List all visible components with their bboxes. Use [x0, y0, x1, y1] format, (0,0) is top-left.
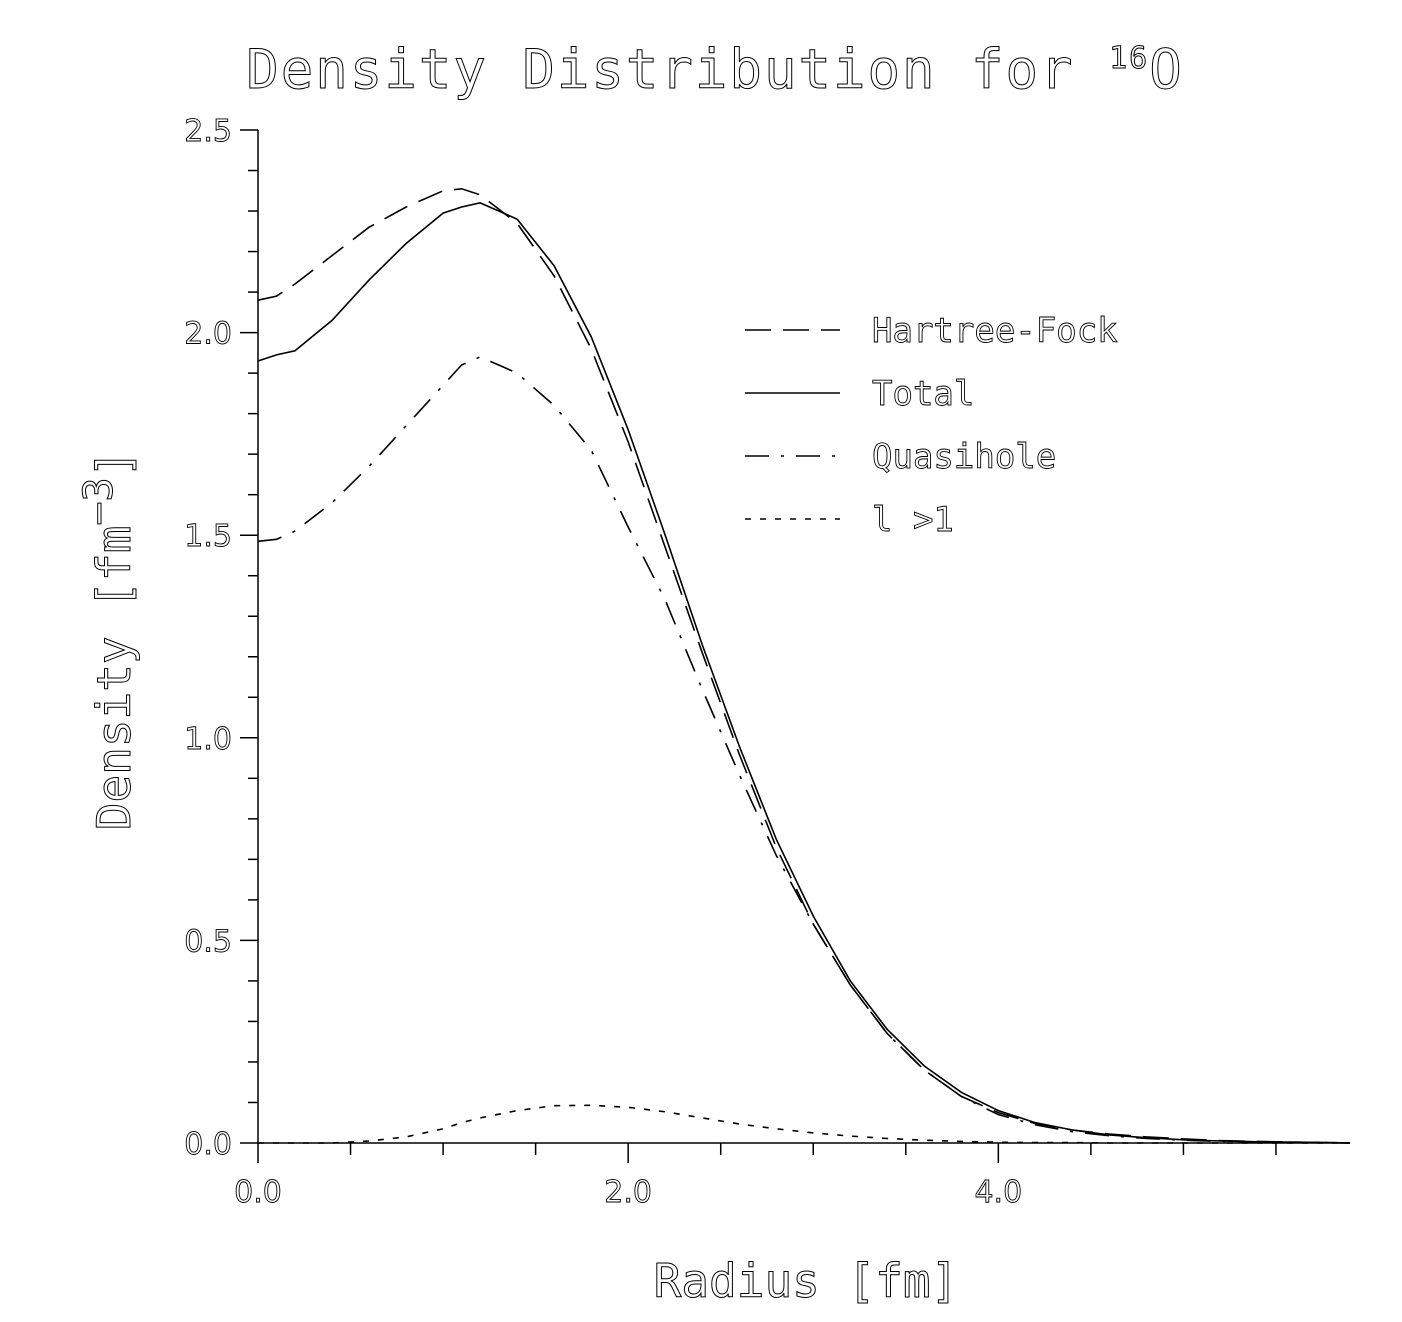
series-line-total [257, 202, 1351, 1144]
x-tick-label: 2.0 [604, 1175, 652, 1210]
y-tick-label: 1.5 [184, 519, 232, 554]
legend: Hartree-Fock Total Quasihole l >1 [745, 311, 1118, 540]
legend-label-total: Total [872, 374, 974, 414]
axes [257, 130, 1350, 1144]
x-tick-label: 0.0 [234, 1175, 282, 1210]
y-axis-title-exponent: −3 [76, 477, 122, 525]
y-axis-title-close: ] [87, 450, 141, 478]
series-line-quasihole [257, 356, 1351, 1144]
x-tick-label: 4.0 [974, 1175, 1022, 1210]
chart-title-main: Density Distribution for [246, 38, 1109, 101]
x-axis-title: Radius [fm] [654, 1254, 959, 1308]
chart-title-suffix: O [1149, 38, 1184, 101]
legend-label-l-1: l >1 [872, 500, 954, 540]
y-tick-label: 1.0 [184, 722, 232, 757]
y-tick-label: 0.0 [184, 1127, 232, 1162]
series-line-hartree-fock [257, 187, 1351, 1144]
y-axis-title-main: Density [fm [87, 526, 141, 831]
chart-title: Density Distribution for 16O [246, 38, 1183, 101]
legend-label-quasihole: Quasihole [872, 437, 1056, 477]
y-axis-title: Density [fm−3] [76, 450, 141, 831]
legend-label-hartree-fock: Hartree-Fock [872, 311, 1118, 351]
ticks: 0.0 0.5 1.0 1.5 2.0 2.5 0.0 2.0 4.0 [184, 114, 1277, 1210]
y-tick-label: 2.0 [184, 317, 232, 352]
series-layer [257, 187, 1351, 1144]
chart-title-superscript: 16 [1109, 41, 1149, 76]
y-tick-label: 2.5 [184, 114, 232, 149]
series-line-l-1 [258, 1104, 1350, 1144]
y-tick-label: 0.5 [184, 924, 232, 959]
